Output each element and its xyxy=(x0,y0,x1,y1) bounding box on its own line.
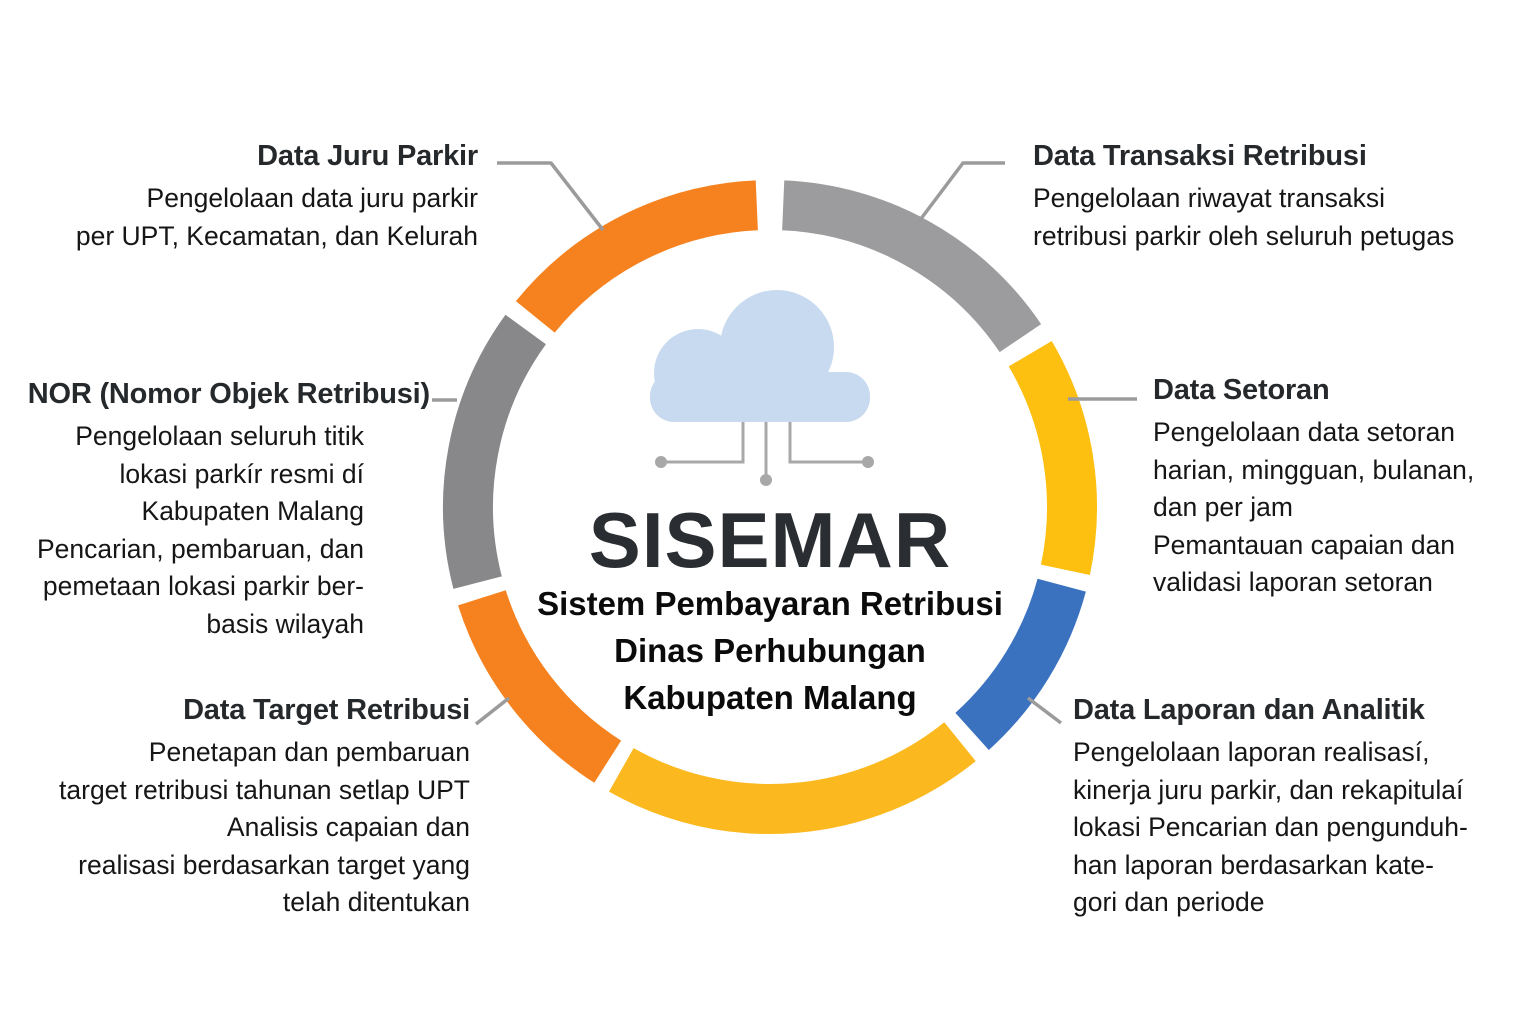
connector-juru-parkir xyxy=(497,161,605,232)
section-transaksi: Data Transaksi Retribusi Pengelolaan riw… xyxy=(1033,138,1513,255)
text-line: Kabupaten Malang xyxy=(623,679,917,716)
connector-transaksi xyxy=(915,161,1005,226)
text-line: Dinas Perhubungan xyxy=(614,632,926,669)
center-title-block: SISEMAR xyxy=(440,501,1100,579)
section-juru-parkir-body: Pengelolaan data juru parkir per UPT, Kec… xyxy=(8,180,478,255)
text-line: Analisis capaian dan xyxy=(226,812,470,842)
section-laporan-heading: Data Laporan dan Analitik xyxy=(1073,694,1425,726)
ring-segment-setoran xyxy=(1008,341,1097,575)
text-line: Pengelolaan seluruh titik xyxy=(75,421,364,451)
cloud-base xyxy=(650,372,870,422)
app-subtitle: Sistem Pembayaran Retribusi Dinas Perhubu… xyxy=(440,580,1100,721)
text-line: gori dan periode xyxy=(1073,887,1265,917)
text-line: harian, mingguan, bulanan, xyxy=(1153,454,1475,485)
text-line: target retribusi tahunan setlap UPT xyxy=(59,774,470,805)
section-transaksi-body: Pengelolaan riwayat transaksi retribusi p… xyxy=(1033,180,1513,255)
ring-segment-nor xyxy=(443,314,547,589)
ring-segment-juru-parkir xyxy=(515,180,759,333)
section-nor-heading: NOR (Nomor Objek Retribusi) xyxy=(27,378,430,410)
text-line: Kabupaten Malang xyxy=(141,496,364,526)
section-setoran-heading: Data Setoran xyxy=(1153,374,1330,406)
text-line: telah ditentukan xyxy=(282,887,470,917)
section-setoran: Data Setoran Pengelolaan data setoran har… xyxy=(1153,372,1523,602)
section-juru-parkir: Data Juru Parkir Pengelolaan data juru p… xyxy=(8,138,478,255)
section-nor: NOR (Nomor Objek Retribusi) Pengelolaan … xyxy=(10,376,430,643)
text-line: realisasi berdasarkan target yang xyxy=(78,849,470,880)
text-line: Sistem Pembayaran Retribusi xyxy=(537,585,1003,622)
text-line: per UPT, Kecamatan, dan Kelurah xyxy=(75,220,478,251)
ring-segment-laporan xyxy=(955,578,1086,750)
text-line: Pengelolaan data juru parkir xyxy=(146,183,478,213)
ring-segment-bottom xyxy=(609,722,976,834)
connector-target xyxy=(474,696,511,726)
section-laporan-body: Pengelolaan laporan realisasí, kinerja ju… xyxy=(1073,734,1513,922)
section-nor-body: Pengelolaan seluruh titik lokasi parkír r… xyxy=(10,418,430,643)
text-line: Pencarian, pembaruan, dan xyxy=(36,533,364,564)
text-line: Pengelolaan laporan realisasí, xyxy=(1073,737,1430,767)
text-line: retribusi parkir oleh seluruh petugas xyxy=(1033,220,1455,251)
wire-dot-middle xyxy=(760,474,772,486)
app-title: SISEMAR xyxy=(588,496,952,584)
text-line: pemetaan lokasi parkir ber- xyxy=(42,571,364,601)
text-line: Pemantauan capaian dan xyxy=(1153,529,1456,560)
cloud-wire-left xyxy=(663,420,745,464)
text-line: lokasi parkír resmi dí xyxy=(119,458,364,489)
text-line: Penetapan dan pembaruan xyxy=(148,737,470,767)
text-line: basis wilayah xyxy=(206,608,364,639)
section-target: Data Target Retribusi Penetapan dan pemb… xyxy=(10,692,470,922)
section-juru-parkir-heading: Data Juru Parkir xyxy=(257,140,478,172)
wire-dot-left xyxy=(655,456,667,468)
text-line: kinerja juru parkir, dan rekapitulaí xyxy=(1073,774,1464,805)
section-target-heading: Data Target Retribusi xyxy=(183,694,470,726)
connector-laporan xyxy=(1026,696,1063,725)
cloud-wire-right xyxy=(788,420,866,464)
section-laporan: Data Laporan dan Analitik Pengelolaan la… xyxy=(1073,692,1513,922)
text-line: validasi laporan setoran xyxy=(1153,567,1433,597)
text-line: Pengelolaan riwayat transaksi xyxy=(1033,183,1386,213)
section-transaksi-heading: Data Transaksi Retribusi xyxy=(1033,140,1367,172)
text-line: han laporan berdasarkan kate- xyxy=(1073,849,1434,880)
section-setoran-body: Pengelolaan data setoran harian, mingguan… xyxy=(1153,414,1523,602)
cloud-network-icon xyxy=(650,290,874,486)
section-target-body: Penetapan dan pembaruan target retribusi … xyxy=(10,734,470,922)
connector-lines xyxy=(432,161,1137,726)
ring-segment-target xyxy=(458,589,622,783)
ring-segment-transaksi xyxy=(781,180,1042,353)
wire-dot-right xyxy=(862,456,874,468)
cloud-shape xyxy=(650,290,870,422)
cloud-wire-lines xyxy=(655,420,874,486)
text-line: lokasi Pencarian dan pengunduh- xyxy=(1073,812,1468,842)
text-line: dan per jam xyxy=(1153,492,1293,522)
text-line: Pengelolaan data setoran xyxy=(1153,417,1456,447)
